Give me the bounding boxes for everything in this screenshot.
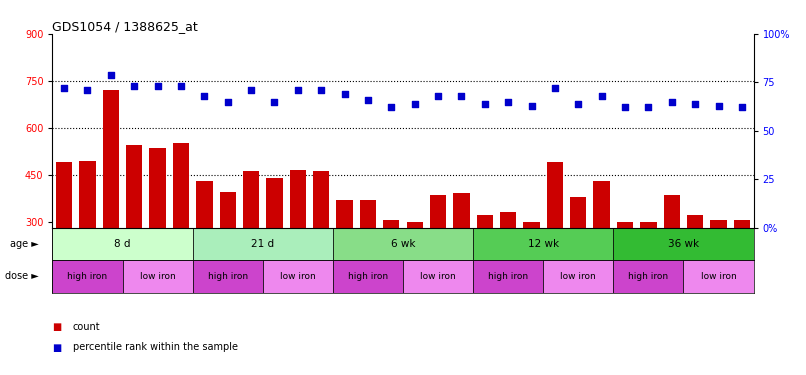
Bar [473,228,613,260]
Text: low iron: low iron [560,272,596,281]
Point [572,100,585,106]
Text: 12 wk: 12 wk [528,239,559,249]
Bar [403,260,473,292]
Bar [523,222,540,315]
Point [81,87,93,93]
Bar [333,228,473,260]
Point [688,100,701,106]
Point [713,102,725,108]
Text: high iron: high iron [629,272,668,281]
Text: ■: ■ [52,342,61,352]
Bar [500,212,517,315]
Text: 36 wk: 36 wk [668,239,699,249]
Bar [687,215,704,315]
Bar [453,194,470,315]
Text: ■: ■ [52,322,61,332]
Bar [313,171,330,315]
Bar [640,222,657,315]
Point [58,85,71,91]
Bar [52,228,193,260]
Bar [473,260,543,292]
Point [339,91,351,97]
Bar [430,195,447,315]
Bar [546,162,563,315]
Bar [193,228,333,260]
Text: high iron: high iron [68,272,107,281]
Bar [406,222,423,315]
Bar [613,260,683,292]
Text: age ►: age ► [10,239,39,249]
Bar [289,170,306,315]
Point [619,105,632,111]
Point [479,100,492,106]
Text: high iron: high iron [488,272,528,281]
Text: low iron: low iron [700,272,737,281]
Bar [476,215,493,315]
Bar [683,260,754,292]
Bar [543,260,613,292]
Text: 8 d: 8 d [114,239,131,249]
Bar [613,228,754,260]
Bar [333,260,403,292]
Point [736,105,749,111]
Text: high iron: high iron [348,272,388,281]
Point [385,105,398,111]
Point [221,99,235,105]
Text: GDS1054 / 1388625_at: GDS1054 / 1388625_at [52,20,198,33]
Point [548,85,561,91]
Bar [149,148,166,315]
Text: percentile rank within the sample: percentile rank within the sample [73,342,238,352]
Point [526,102,538,108]
Text: 21 d: 21 d [251,239,274,249]
Point [455,93,468,99]
Bar [383,220,400,315]
Bar [263,260,333,292]
Bar [336,200,353,315]
Bar [102,90,119,315]
Bar [570,196,587,315]
Bar [219,192,236,315]
Text: low iron: low iron [139,272,176,281]
Point [105,72,118,78]
Text: low iron: low iron [280,272,316,281]
Bar [172,143,189,315]
Point [432,93,445,99]
Bar [193,260,263,292]
Point [642,105,654,111]
Point [361,97,374,103]
Bar [56,162,73,315]
Bar [593,181,610,315]
Bar [663,195,680,315]
Point [268,99,280,105]
Point [314,87,327,93]
Bar [79,160,96,315]
Bar [733,220,750,315]
Bar [243,171,260,315]
Bar [710,220,727,315]
Point [501,99,515,105]
Bar [359,200,376,315]
Bar [126,145,143,315]
Point [595,93,609,99]
Text: dose ►: dose ► [5,272,39,281]
Bar [266,178,283,315]
Bar [617,222,634,315]
Point [127,83,141,89]
Bar [52,260,123,292]
Point [666,99,679,105]
Point [245,87,258,93]
Point [409,100,422,106]
Text: count: count [73,322,100,332]
Point [152,83,164,89]
Point [174,83,187,89]
Text: 6 wk: 6 wk [391,239,415,249]
Bar [196,181,213,315]
Text: high iron: high iron [208,272,247,281]
Point [198,93,211,99]
Point [292,87,305,93]
Bar [123,260,193,292]
Text: low iron: low iron [420,272,456,281]
